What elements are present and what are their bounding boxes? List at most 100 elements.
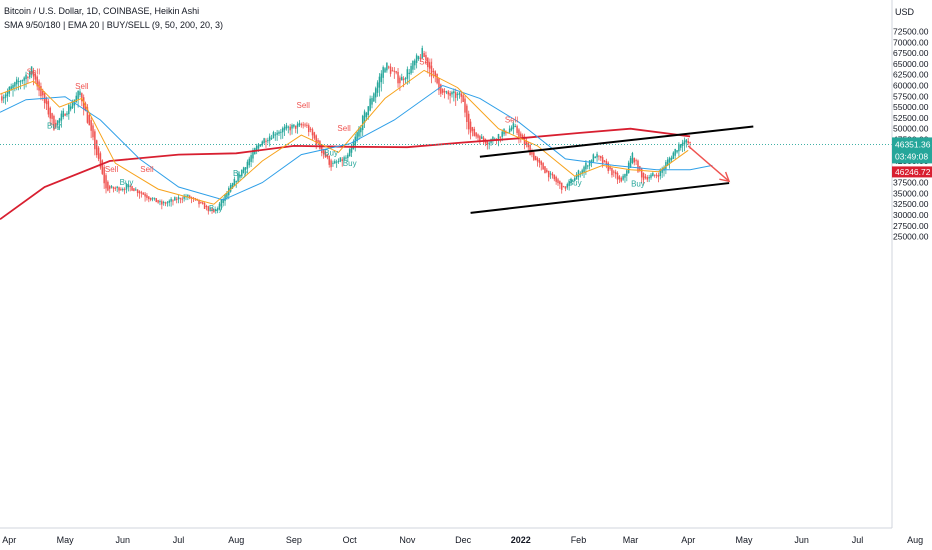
time-axis-tick: Nov bbox=[399, 535, 416, 545]
candle-body bbox=[631, 153, 634, 164]
time-axis[interactable]: Apr May Jun Jul Aug Sep Oct Nov Dec 2022 Feb Mar Apr… bbox=[2, 535, 923, 545]
candle bbox=[120, 187, 122, 192]
candle-body bbox=[415, 55, 418, 63]
candle-body bbox=[170, 198, 172, 202]
candle-body bbox=[521, 135, 524, 139]
candle bbox=[590, 159, 593, 168]
candle-body bbox=[293, 124, 295, 127]
candle bbox=[239, 174, 241, 181]
channel-upper[interactable] bbox=[479, 125, 754, 158]
candle bbox=[174, 196, 176, 201]
candle-body bbox=[200, 201, 202, 203]
candle bbox=[611, 167, 613, 178]
candle bbox=[652, 171, 654, 177]
time-axis-tick: Apr bbox=[681, 535, 695, 545]
candle bbox=[157, 199, 159, 204]
price-axis-tick: 70000.00 bbox=[893, 37, 929, 47]
candle bbox=[404, 76, 407, 84]
candle-body bbox=[21, 80, 24, 82]
time-axis-tick: Aug bbox=[228, 535, 244, 545]
candle-body bbox=[62, 110, 64, 118]
signal-sell: Sell bbox=[140, 165, 154, 174]
candle bbox=[309, 126, 312, 133]
candle bbox=[140, 190, 143, 198]
channel-lower[interactable] bbox=[470, 182, 730, 214]
candle-body bbox=[687, 140, 689, 144]
candle-body bbox=[445, 91, 448, 93]
candle-body bbox=[153, 197, 156, 199]
candle bbox=[462, 92, 464, 103]
candle-body bbox=[105, 175, 107, 189]
candle bbox=[648, 174, 650, 183]
candle bbox=[657, 172, 660, 183]
countdown-tag-value: 03:49:08 bbox=[895, 151, 928, 161]
candle-body bbox=[112, 186, 115, 189]
candle-body bbox=[414, 60, 416, 66]
candle bbox=[322, 148, 325, 159]
candle bbox=[118, 186, 120, 194]
candle-body bbox=[122, 189, 124, 191]
candle-body bbox=[14, 82, 16, 87]
candle bbox=[95, 139, 98, 158]
candle-body bbox=[162, 202, 165, 204]
candle bbox=[250, 152, 252, 168]
price-axis[interactable]: 25000.0027500.0030000.0032500.0035000.00… bbox=[893, 27, 929, 242]
candle-body bbox=[348, 149, 351, 157]
candle-body bbox=[559, 181, 561, 185]
candle bbox=[34, 72, 37, 84]
candle bbox=[639, 165, 641, 173]
projection-arrow[interactable] bbox=[687, 145, 731, 183]
candle-body bbox=[294, 125, 297, 129]
candle-body bbox=[10, 86, 12, 91]
candle bbox=[681, 139, 684, 153]
candle-body bbox=[55, 122, 57, 128]
candle-body bbox=[572, 180, 574, 182]
candle-body bbox=[241, 169, 243, 177]
candle bbox=[397, 67, 399, 88]
candle-body bbox=[644, 176, 647, 178]
candle bbox=[598, 155, 600, 161]
candle-body bbox=[376, 82, 379, 93]
candle-body bbox=[501, 131, 503, 137]
candle bbox=[149, 197, 152, 202]
candle-body bbox=[166, 202, 169, 204]
candle-body bbox=[583, 166, 585, 172]
candle-body bbox=[477, 134, 479, 138]
candle bbox=[116, 185, 118, 193]
candle-body bbox=[75, 95, 78, 103]
time-axis-tick: Oct bbox=[343, 535, 358, 545]
candle bbox=[449, 90, 451, 104]
candle-body bbox=[183, 195, 185, 199]
signal-buy: Buy bbox=[568, 179, 582, 188]
candle bbox=[555, 175, 557, 185]
time-axis-tick: May bbox=[735, 535, 753, 545]
candle bbox=[399, 75, 401, 91]
candle-body bbox=[540, 161, 543, 165]
candle bbox=[668, 156, 671, 169]
candle-body bbox=[40, 86, 42, 97]
candle bbox=[356, 130, 358, 143]
candle bbox=[4, 91, 7, 105]
candle bbox=[179, 197, 182, 204]
candle bbox=[644, 173, 647, 180]
candle-body bbox=[479, 136, 481, 142]
candle bbox=[345, 155, 347, 160]
candle-body bbox=[475, 132, 477, 137]
candle bbox=[401, 73, 403, 81]
candle bbox=[82, 94, 85, 116]
candle bbox=[542, 162, 544, 170]
candle bbox=[108, 184, 111, 193]
candle-body bbox=[514, 126, 516, 128]
candle-body bbox=[133, 188, 135, 192]
candle-body bbox=[397, 71, 399, 84]
candle-body bbox=[360, 127, 362, 133]
candle-body bbox=[2, 97, 5, 99]
plot-area[interactable]: SellBuySellSellBuySellBuyBuySellBuySellB… bbox=[0, 45, 892, 221]
candle-body bbox=[466, 105, 468, 122]
candle-body bbox=[19, 81, 22, 83]
candle bbox=[568, 180, 570, 191]
candle bbox=[391, 67, 394, 72]
candle bbox=[514, 123, 516, 128]
